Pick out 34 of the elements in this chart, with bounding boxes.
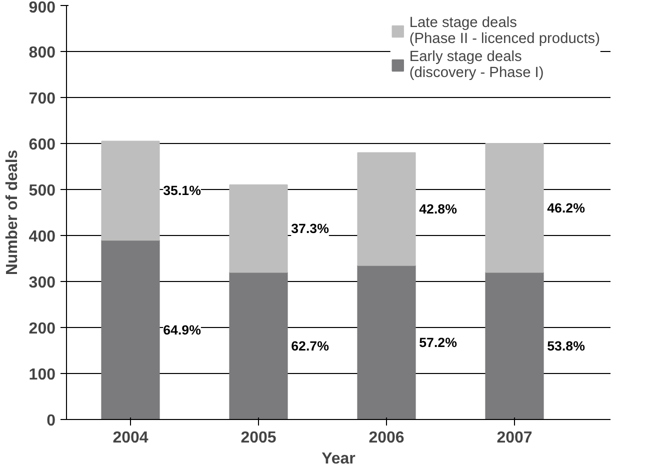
x-tick-label: 2006 (368, 430, 404, 446)
x-tick-label: 2007 (496, 430, 532, 446)
annotation: 53.8% (547, 338, 586, 354)
legend-label: Late stage deals (Phase II - licenced products) (409, 15, 600, 47)
y-tick-label: 700 (28, 90, 56, 108)
legend-label: Early stage deals (discovery - Phase I) (409, 49, 544, 81)
bar (485, 143, 544, 273)
bar (229, 184, 288, 273)
annotation: 35.1% (163, 183, 202, 198)
y-tick-label: 300 (28, 274, 56, 292)
x-axis-title: Year (322, 450, 356, 468)
y-tick-label: 800 (28, 44, 56, 62)
y-axis-title: Number of deals (4, 150, 21, 276)
bar (229, 272, 288, 420)
bar (485, 272, 544, 420)
y-tick-label: 200 (28, 320, 56, 338)
x-tick-label: 2004 (112, 430, 148, 446)
y-tick-label: 100 (28, 366, 56, 384)
annotation: 64.9% (163, 322, 202, 338)
y-tick-label: 0 (46, 412, 56, 430)
y-tick-label: 900 (28, 0, 56, 16)
annotation: 46.2% (547, 200, 586, 216)
bar (101, 140, 160, 241)
y-tick-label: 400 (28, 228, 56, 246)
x-tick-label: 2005 (240, 430, 276, 446)
bar (357, 152, 416, 266)
annotation: 62.7% (291, 338, 330, 354)
bar (357, 264, 416, 420)
bar (101, 240, 160, 420)
y-tick-label: 600 (28, 136, 56, 154)
annotation: 37.3% (291, 221, 330, 236)
annotation: 42.8% (419, 202, 458, 217)
annotation: 57.2% (419, 334, 458, 350)
y-tick-label: 500 (28, 182, 56, 200)
